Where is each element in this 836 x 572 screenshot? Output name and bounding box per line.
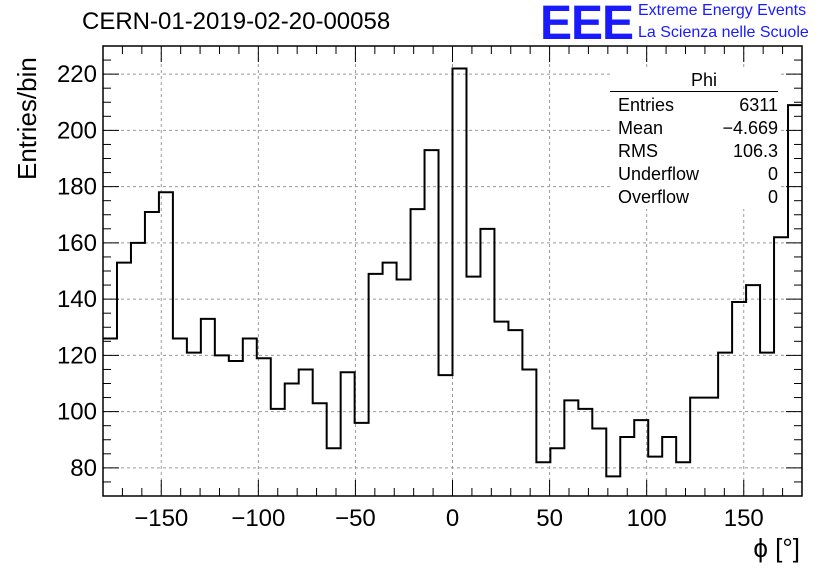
histogram-bin: [131, 243, 145, 244]
logo-line-1: Extreme Energy Events: [638, 2, 807, 19]
histogram-bin: [676, 462, 690, 463]
histogram-series: [103, 67, 802, 478]
histogram-bin: [732, 302, 746, 303]
y-tick-label: 120: [57, 342, 97, 369]
stats-value: 6311: [739, 95, 778, 115]
y-tick-label: 80: [70, 455, 97, 482]
chart-title: CERN-01-2019-02-20-00058: [82, 8, 391, 35]
eee-logo: EEE: [540, 0, 634, 50]
histogram-bin: [788, 105, 802, 106]
histogram-bin: [564, 400, 578, 401]
histogram-bin: [159, 192, 173, 193]
histogram-bin: [550, 448, 564, 449]
stats-value: 0: [767, 187, 778, 207]
x-tick-label: 100: [627, 505, 667, 532]
stats-box: Phi Entries 6311 Mean −4.669 RMS 106.3 Unde…: [610, 70, 778, 209]
histogram-bin: [411, 209, 425, 210]
stats-row: Mean −4.669: [610, 117, 778, 140]
histogram-bin: [299, 369, 313, 370]
histogram-bin: [117, 263, 131, 264]
stats-label: Overflow: [618, 187, 690, 207]
histogram-bin: [592, 429, 606, 430]
histogram-bin: [229, 361, 243, 362]
histogram-bin: [369, 274, 383, 275]
histogram-bin: [313, 403, 327, 404]
histogram-bin: [466, 277, 480, 278]
histogram-bin: [397, 279, 411, 280]
histogram-bin: [662, 437, 676, 438]
y-tick-label: 200: [57, 117, 97, 144]
x-tick-label: −100: [231, 505, 285, 532]
histogram-bin: [634, 420, 648, 421]
histogram-bin: [494, 322, 508, 323]
histogram-bin: [508, 330, 522, 331]
x-axis-label: ϕ [°]: [753, 533, 800, 563]
stats-value: −4.669: [722, 118, 778, 138]
tick-labels: −150 −100 −50 0 50 100 150 80 100 120 140 160 180 200…: [57, 61, 764, 532]
histogram-bin: [355, 423, 369, 424]
histogram-bin: [383, 263, 397, 264]
stats-title: Phi: [610, 70, 778, 92]
histogram-bin: [285, 384, 299, 385]
histogram-bin: [243, 339, 257, 340]
stats-label: Mean: [618, 118, 664, 138]
histogram-bin: [746, 285, 760, 286]
histogram-bin: [536, 462, 550, 463]
stats-label: Underflow: [618, 164, 700, 184]
stats-label: RMS: [618, 141, 658, 161]
histogram-bin: [425, 150, 439, 151]
histogram-bin: [480, 229, 494, 230]
stats-row: Underflow 0: [610, 163, 778, 186]
histogram-bin: [327, 448, 341, 449]
y-tick-label: 220: [57, 61, 97, 88]
histogram-bin: [201, 319, 215, 320]
x-tick-label: 50: [536, 505, 563, 532]
histogram-bin: [704, 398, 718, 399]
y-tick-label: 100: [57, 399, 97, 426]
histogram-bin: [760, 353, 774, 354]
stats-row: Entries 6311: [610, 94, 778, 117]
histogram-bin: [215, 355, 229, 356]
histogram-bin: [145, 212, 159, 213]
y-axis-label: Entries/bin: [12, 57, 42, 180]
logo-line-2: La Scienza nelle Scuole: [638, 24, 809, 41]
histogram-bin: [439, 375, 453, 376]
histogram-bin: [271, 409, 285, 410]
histogram-bin: [341, 372, 355, 373]
histogram-line: [103, 67, 802, 478]
x-tick-label: 150: [724, 505, 764, 532]
histogram-bin: [606, 476, 620, 477]
histogram-bin: [522, 369, 536, 370]
histogram-bin: [690, 398, 704, 399]
histogram-bin: [257, 358, 271, 359]
x-tick-label: −50: [335, 505, 376, 532]
stats-row: Overflow 0: [610, 186, 778, 209]
histogram-bin: [718, 353, 732, 354]
axis-ticks: [102, 45, 803, 497]
histogram-bin: [774, 237, 788, 238]
stats-value: 0: [767, 164, 778, 184]
y-tick-label: 180: [57, 174, 97, 201]
histogram-bin: [578, 409, 592, 410]
histogram-bin: [453, 69, 467, 70]
stats-value: 106.3: [732, 141, 778, 161]
x-tick-label: −150: [134, 505, 188, 532]
x-tick-label: 0: [446, 505, 459, 532]
y-tick-label: 160: [57, 230, 97, 257]
histogram-bin: [103, 339, 117, 340]
y-tick-label: 140: [57, 286, 97, 313]
stats-row: RMS 106.3: [610, 140, 778, 163]
histogram-bin: [187, 353, 201, 354]
histogram-bin: [173, 339, 187, 340]
histogram-bin: [620, 437, 634, 438]
stats-label: Entries: [618, 95, 675, 115]
histogram-bin: [648, 457, 662, 458]
